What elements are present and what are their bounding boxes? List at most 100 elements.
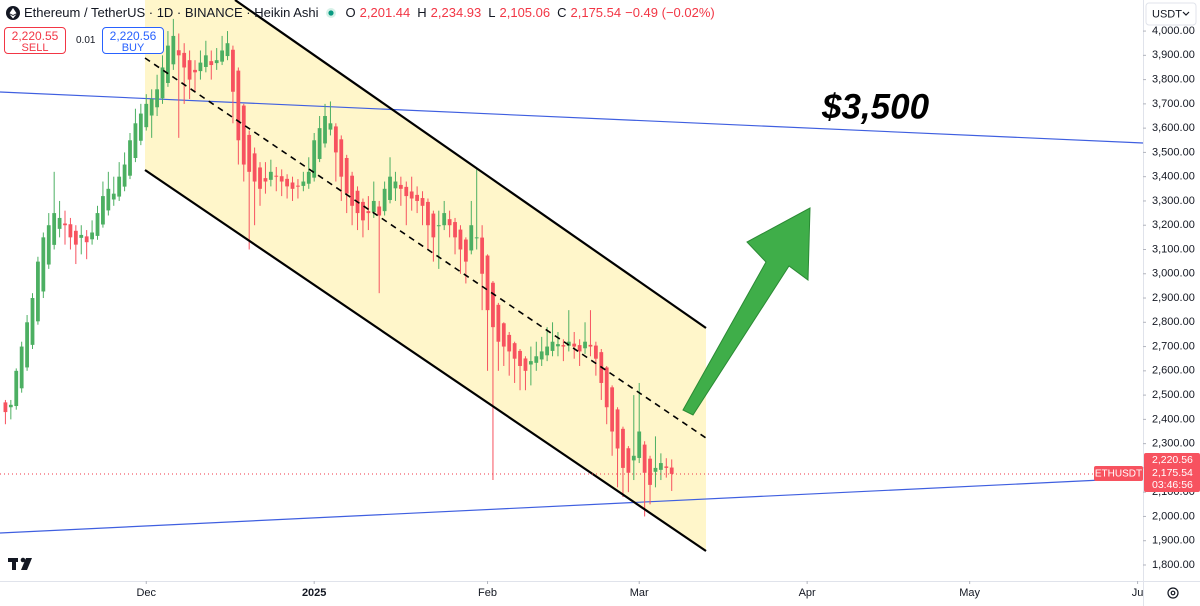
candle-body [545, 346, 550, 356]
sell-price[interactable]: 2,220.55 [11, 29, 59, 43]
candle-body [426, 201, 430, 226]
buy-button[interactable]: 2,220.56 BUY [102, 27, 164, 54]
y-tick-label: 1,800.00 [1152, 559, 1195, 571]
candle-body [225, 43, 230, 57]
candle-body [171, 35, 176, 65]
ohlc-value: 2,105.06 [499, 5, 551, 20]
candle-body [501, 323, 506, 347]
candle-body [306, 171, 311, 184]
candle-body [149, 99, 154, 116]
ohlc-value: 2,201.44 [359, 5, 411, 20]
candle-body [101, 196, 105, 225]
candle-body [431, 213, 436, 238]
y-tick-label: 3,100.00 [1152, 243, 1195, 255]
settings-icon[interactable] [1167, 587, 1179, 599]
candle-body [90, 232, 94, 240]
candle-body [214, 60, 219, 64]
candle-body [263, 178, 268, 182]
candle-body [317, 128, 322, 159]
candle-body [610, 387, 615, 432]
y-tick-label: 2,400.00 [1152, 413, 1195, 425]
candle-body [642, 444, 647, 473]
candle-body [241, 105, 246, 165]
candle-body [220, 50, 224, 62]
candle-body [68, 224, 73, 238]
candle-body [485, 255, 490, 311]
candle-body [572, 343, 577, 347]
candle-body [404, 186, 409, 197]
candle-body [323, 116, 327, 144]
candle-body [333, 126, 338, 153]
candle-body [447, 219, 452, 226]
symbol-title: Ethereum / TetherUS · 1D · BINANCE · Hei… [24, 5, 319, 20]
candle-body [73, 230, 78, 245]
candle-body [198, 62, 203, 72]
candle-body [463, 239, 468, 262]
candle-body [631, 455, 636, 461]
candle-body [138, 113, 143, 141]
sell-button[interactable]: 2,220.55 SELL [4, 27, 66, 54]
y-tick-label: 2,800.00 [1152, 316, 1195, 328]
buy-label[interactable]: BUY [121, 42, 145, 54]
candle-body [268, 171, 273, 180]
candle-body [469, 225, 474, 251]
candle-body [361, 201, 365, 221]
logo [8, 557, 32, 570]
y-tick-label: 2,700.00 [1152, 340, 1195, 352]
candle-body [669, 467, 674, 474]
candle-body [344, 157, 349, 194]
candle-body [187, 60, 192, 80]
x-tick-label: 2025 [302, 587, 326, 599]
candle-body [382, 188, 387, 212]
time-axis [0, 581, 1200, 606]
candle-body [236, 70, 241, 141]
currency-dropdown[interactable] [1145, 2, 1197, 26]
y-tick-label: 3,700.00 [1152, 98, 1195, 110]
candle-body [496, 304, 501, 342]
change: −0.49 (−0.02%) [625, 5, 715, 20]
candle-body [133, 123, 138, 158]
ohlc-label: O [345, 5, 356, 20]
candle-body [182, 52, 187, 68]
y-tick-label: 4,000.00 [1152, 25, 1195, 37]
candle-body [653, 467, 658, 472]
candle-body [117, 176, 122, 197]
candle-body [290, 182, 295, 189]
price-tag-label: 2,220.56 [1152, 454, 1193, 466]
candles [3, 18, 674, 517]
candle-body [312, 140, 317, 178]
candle-body [436, 225, 441, 227]
candle-body [247, 134, 252, 172]
y-tick-label: 2,000.00 [1152, 510, 1195, 522]
candle-body [301, 181, 306, 186]
buy-price[interactable]: 2,220.56 [109, 29, 157, 43]
candle-body [176, 50, 181, 56]
candle-body [166, 45, 170, 83]
candle-body [36, 261, 40, 322]
candle-body [274, 175, 279, 177]
sell-label[interactable]: SELL [21, 42, 49, 54]
candle-body [664, 466, 669, 468]
candle-body [621, 428, 625, 468]
candle-body [95, 213, 100, 236]
trendline [0, 91, 1144, 144]
price-tag [1144, 453, 1200, 492]
x-axis: Dec 2025 Feb Mar Apr May Ju [136, 581, 1143, 599]
candle-body [30, 298, 35, 345]
candle-body [57, 217, 62, 229]
candle-body [366, 211, 371, 214]
candle-body [534, 356, 539, 363]
y-tick-label: 3,200.00 [1152, 219, 1195, 231]
currency[interactable]: USDT [1152, 8, 1182, 20]
y-tick-label: 2,900.00 [1152, 292, 1195, 304]
candle-body [258, 167, 262, 189]
candle-body [155, 89, 159, 108]
candle-body [626, 448, 631, 473]
candle-body [128, 140, 132, 176]
candle-body [491, 282, 495, 328]
x-tick-label: Apr [799, 587, 816, 599]
symbol-icon [6, 5, 20, 20]
y-tick-label: 2,500.00 [1152, 389, 1195, 401]
candle-body [279, 176, 284, 182]
